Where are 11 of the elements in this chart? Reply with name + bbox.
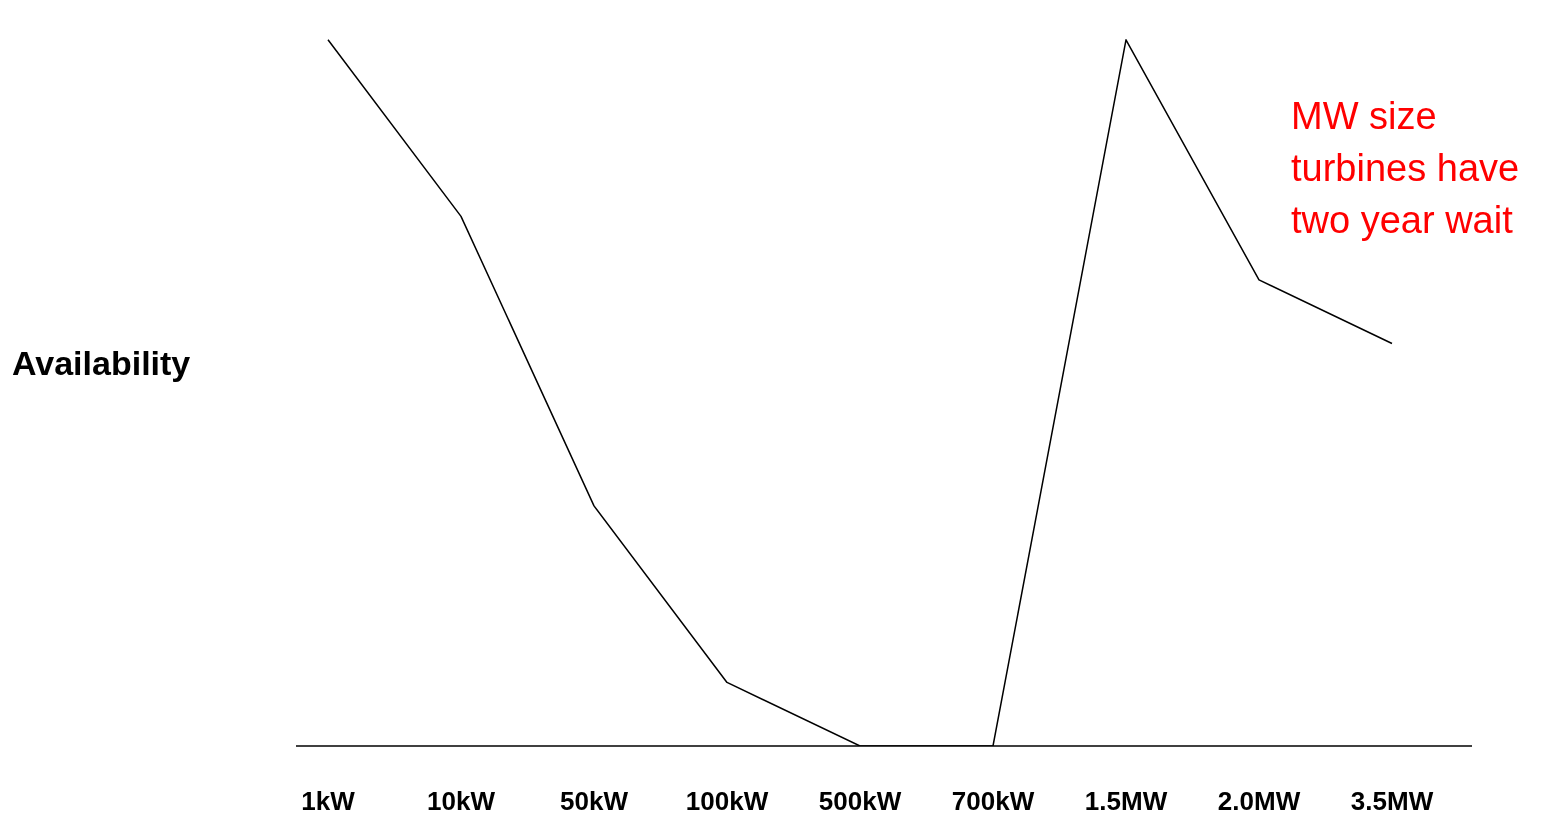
x-tick-label: 50kW [560,786,629,817]
x-tick-label: 10kW [427,786,496,817]
x-tick-label: 1kW [301,786,356,817]
x-tick-label: 100kW [685,786,769,817]
annotation: MW size turbines have two year wait [1291,94,1521,243]
x-tick-label: 700kW [951,786,1035,817]
x-tick-label: 500kW [818,786,902,817]
x-tick-label: 2.0MW [1217,786,1301,817]
x-tick-label: 1.5MW [1084,786,1168,817]
y-axis-title: Availability [12,344,191,383]
x-tick-label: 3.5MW [1350,786,1434,817]
